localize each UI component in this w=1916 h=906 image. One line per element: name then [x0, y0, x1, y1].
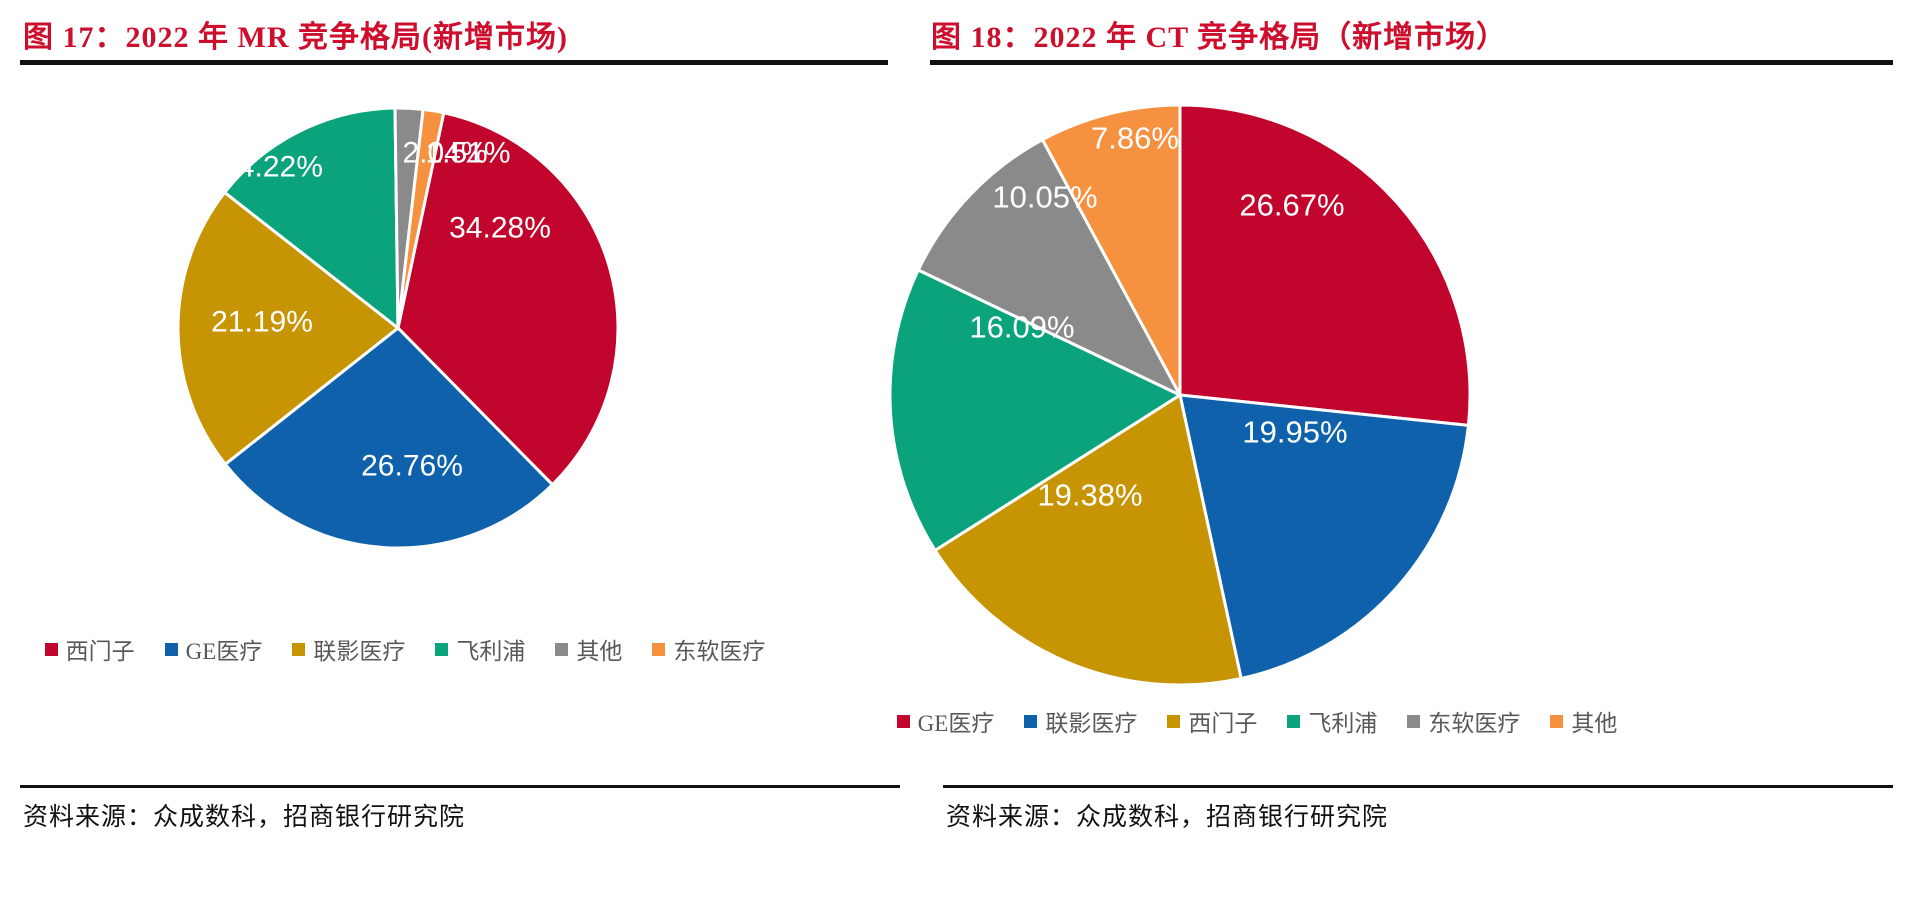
- legend-item: 飞利浦: [1287, 704, 1377, 738]
- legend-label: 东软医疗: [673, 639, 766, 664]
- legend-label: 东软医疗: [1428, 711, 1521, 736]
- chart-title-ct: 图 18：2022 年 CT 竞争格局（新增市场）: [931, 21, 1508, 54]
- legend-label: 飞利浦: [456, 639, 526, 664]
- title-rule: [20, 60, 888, 65]
- legend-item: 东软医疗: [1407, 704, 1520, 738]
- legend-item: 东软医疗: [652, 632, 765, 666]
- legend-label: 其他: [576, 639, 623, 664]
- legend-item: 其他: [1550, 704, 1617, 738]
- legend-item: GE医疗: [164, 632, 263, 666]
- legend-label: 西门子: [65, 639, 135, 664]
- legend-label: 联影医疗: [1045, 711, 1138, 736]
- legend-swatch-icon: [555, 642, 569, 656]
- legend-label: 联影医疗: [313, 639, 406, 664]
- legend-swatch-icon: [1167, 714, 1181, 728]
- panel-mr-chart: 图 17：2022 年 MR 竞争格局(新增市场) 西门子 GE医疗 联影医疗 飞利浦…: [0, 0, 900, 906]
- legend-item: 其他: [555, 632, 622, 666]
- source-text: 资料来源：众成数科，招商银行研究院: [946, 804, 1389, 831]
- legend-item: 联影医疗: [292, 632, 405, 666]
- legend-swatch-icon: [896, 714, 910, 728]
- legend-label: GE医疗: [917, 711, 995, 736]
- chart-title-mr: 图 17：2022 年 MR 竞争格局(新增市场): [23, 21, 568, 54]
- legend-swatch-icon: [435, 642, 449, 656]
- legend-swatch-icon: [292, 642, 306, 656]
- legend-label: GE医疗: [185, 639, 263, 664]
- legend-item: 西门子: [1167, 704, 1257, 738]
- legend-swatch-icon: [1407, 714, 1421, 728]
- legend-swatch-icon: [164, 642, 178, 656]
- legend-item: 西门子: [44, 632, 135, 666]
- title-rule: [930, 60, 1893, 65]
- legend-swatch-icon: [1550, 714, 1564, 728]
- legend-swatch-icon: [1287, 714, 1301, 728]
- source-rule: [20, 785, 900, 788]
- legend-label: 飞利浦: [1308, 711, 1378, 736]
- pie-legend-ct: GE医疗 联影医疗 西门子 飞利浦 东软医疗 其他: [896, 704, 1617, 738]
- legend-item: 联影医疗: [1024, 704, 1137, 738]
- source-rule: [943, 785, 1893, 788]
- legend-item: GE医疗: [896, 704, 995, 738]
- legend-label: 西门子: [1188, 711, 1258, 736]
- panel-ct-chart: 图 18：2022 年 CT 竞争格局（新增市场） GE医疗 联影医疗 西门子 飞利浦…: [896, 0, 1916, 906]
- legend-swatch-icon: [44, 642, 58, 656]
- legend-swatch-icon: [1024, 714, 1038, 728]
- source-text: 资料来源：众成数科，招商银行研究院: [23, 804, 466, 831]
- legend-swatch-icon: [652, 642, 666, 656]
- legend-item: 飞利浦: [435, 632, 525, 666]
- legend-label: 其他: [1571, 711, 1618, 736]
- pie-legend-mr: 西门子 GE医疗 联影医疗 飞利浦 其他 东软医疗: [44, 632, 765, 666]
